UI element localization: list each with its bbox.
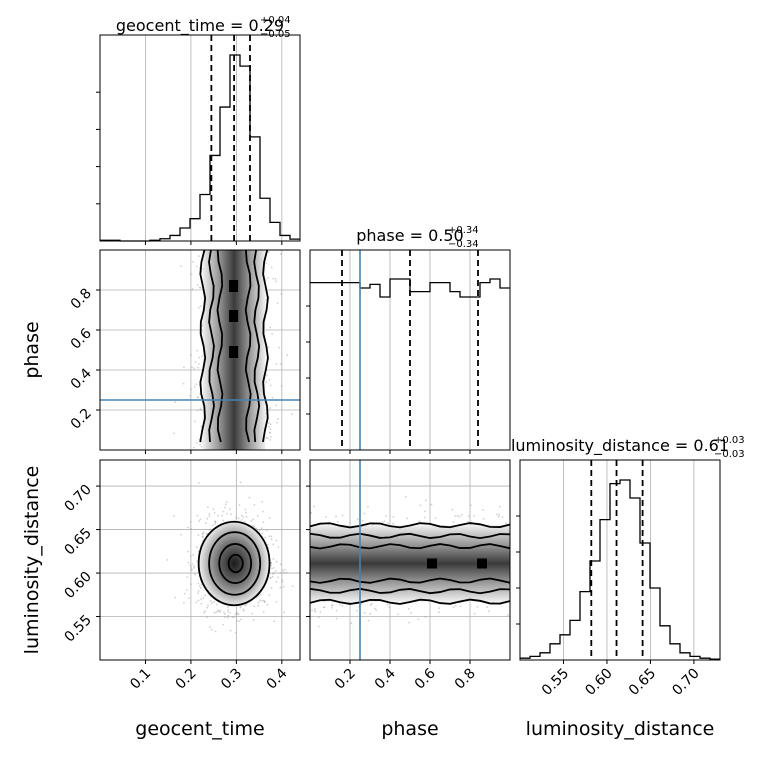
y-tick-label: 0.4 bbox=[68, 365, 95, 392]
x-tick-label: 0.60 bbox=[582, 666, 615, 699]
density-contour bbox=[309, 522, 511, 529]
grid-geocent_time bbox=[145, 35, 283, 241]
density-contour bbox=[262, 249, 269, 443]
x-tick-label: 0.8 bbox=[452, 666, 479, 693]
density-contour bbox=[208, 249, 215, 443]
histogram-geocent_time bbox=[100, 54, 300, 242]
title-luminosity-distance-minus: −0.03 bbox=[714, 449, 745, 460]
panel-geocent_time-phase bbox=[99, 249, 301, 451]
ylabel-phase: phase bbox=[21, 321, 43, 378]
title-phase: phase = 0.50 bbox=[356, 226, 463, 245]
density-contour bbox=[197, 520, 271, 607]
title-geocent-time: geocent_time = 0.29 bbox=[116, 16, 284, 36]
x-tick-label: 0.55 bbox=[539, 666, 572, 699]
x-tick-label: 0.6 bbox=[412, 665, 439, 692]
density-contour bbox=[309, 577, 511, 584]
density-contour bbox=[309, 532, 511, 540]
panel-hist-geocent_time bbox=[99, 34, 301, 242]
grid-geocent_time-phase bbox=[100, 250, 300, 450]
density-peak bbox=[229, 280, 239, 292]
xlabel-luminosity-distance: luminosity_distance bbox=[526, 718, 715, 740]
histogram-luminosity_distance bbox=[520, 479, 720, 660]
density-contour bbox=[244, 249, 252, 443]
x-tick-label: 0.2 bbox=[173, 666, 200, 693]
y-tick-label: 0.8 bbox=[68, 286, 95, 313]
xlabel-phase: phase bbox=[381, 718, 438, 740]
title-luminosity-distance: luminosity_distance = 0.61 bbox=[511, 436, 729, 456]
y-tick-label: 0.2 bbox=[68, 406, 95, 433]
ylabel-luminosity-distance: luminosity_distance bbox=[21, 466, 43, 655]
grid-luminosity_distance bbox=[563, 460, 695, 660]
density-peak bbox=[477, 558, 487, 569]
x-tick-label: 0.2 bbox=[332, 666, 359, 693]
density-contour bbox=[309, 598, 511, 605]
density-peak bbox=[229, 310, 239, 322]
panel-hist-phase bbox=[309, 249, 511, 451]
density-contour bbox=[218, 543, 253, 584]
title-geocent-time-plus: +0.04 bbox=[260, 15, 291, 26]
title-luminosity-distance-plus: +0.03 bbox=[714, 435, 745, 446]
panel-geocent_time-luminosity_distance bbox=[99, 459, 301, 661]
title-phase-plus: +0.34 bbox=[448, 225, 479, 236]
y-tick-label: 0.70 bbox=[61, 482, 94, 515]
xlabel-geocent-time: geocent_time bbox=[135, 718, 264, 740]
y-tick-label: 0.65 bbox=[61, 525, 94, 558]
x-tick-label: 0.4 bbox=[264, 665, 291, 692]
x-tick-label: 0.3 bbox=[218, 666, 245, 693]
density-contour bbox=[199, 249, 207, 443]
y-tick-label: 0.60 bbox=[61, 569, 94, 602]
density-contour bbox=[208, 531, 262, 596]
title-phase-minus: −0.34 bbox=[448, 239, 479, 250]
y-tick-label: 0.55 bbox=[61, 612, 94, 645]
density-contour bbox=[309, 543, 511, 550]
density-peak bbox=[229, 346, 239, 358]
density-peak bbox=[427, 558, 437, 569]
density-contour bbox=[253, 249, 261, 443]
density-contour bbox=[227, 553, 244, 574]
x-tick-label: 0.65 bbox=[626, 666, 659, 699]
panels: 0.55 0.60 0.65 0.70 0.2 0.4 0.6 0.8 0.1 0.2 0.3 0.4… bbox=[61, 34, 721, 699]
x-tick-label: 0.4 bbox=[372, 665, 399, 692]
x-tick-label: 0.70 bbox=[669, 666, 702, 699]
y-tick-label: 0.6 bbox=[68, 325, 95, 352]
panel-hist-luminosity_distance bbox=[519, 459, 721, 661]
density-contour bbox=[216, 249, 224, 443]
x-tick-label: 0.1 bbox=[127, 666, 154, 693]
panel-phase-luminosity_distance bbox=[309, 459, 511, 661]
density-contour bbox=[309, 587, 511, 595]
